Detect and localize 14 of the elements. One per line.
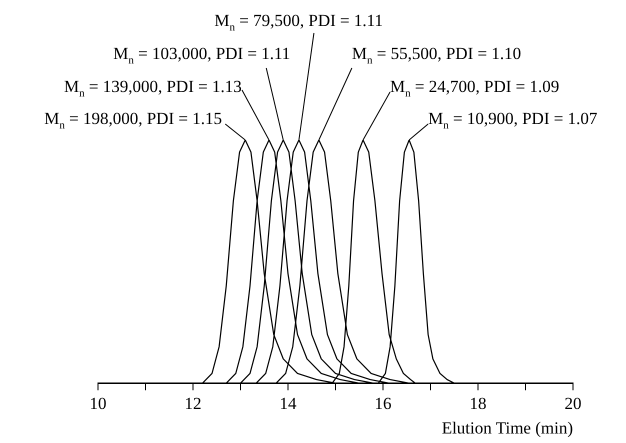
series-label: M$_{n}$ = 198,000, PDI = 1.15: [44, 108, 222, 131]
text: M$_{n}$ = 55,500, PDI = 1.10: [352, 44, 522, 66]
x-tick-label: 20: [564, 394, 582, 413]
x-tick-label: 12: [184, 394, 202, 413]
x-tick-label: 16: [374, 394, 392, 413]
x-tick-label: 18: [470, 394, 486, 413]
x-tick-label: 14: [280, 394, 297, 413]
x-tick-label: 10: [90, 394, 106, 413]
text: M$_{n}$ = 103,000, PDI = 1.11: [113, 44, 290, 66]
text: M$_{n}$ = 139,000, PDI = 1.13: [64, 76, 242, 99]
series-label: M$_{n}$ = 10,900, PDI = 1.07: [428, 108, 598, 131]
x-axis-title: Elution Time (min): [442, 418, 573, 438]
text: M$_{n}$ = 79,500, PDI = 1.11: [214, 10, 383, 33]
text: M$_{n}$ = 24,700, PDI = 1.09: [390, 76, 560, 99]
